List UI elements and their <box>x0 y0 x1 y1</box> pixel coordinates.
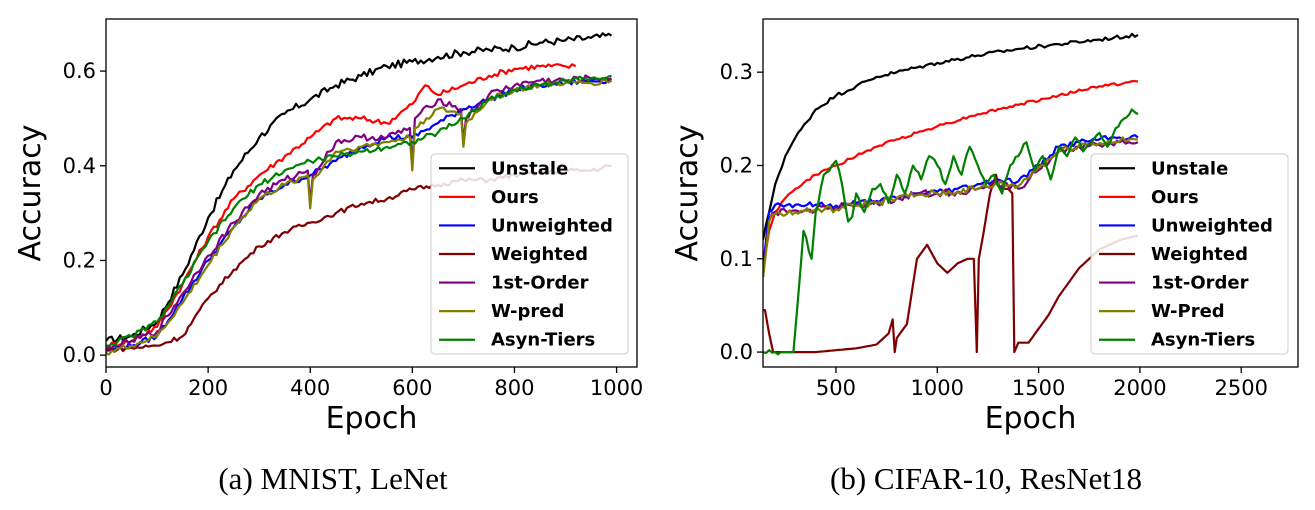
legend-label-ours: Ours <box>1151 187 1199 208</box>
series-line-unstale <box>763 32 1139 241</box>
series-line-weighted <box>763 173 1139 354</box>
series-group <box>763 32 1139 356</box>
plot-frame <box>762 18 1299 368</box>
x-tick-label: 500 <box>816 376 856 400</box>
series-line-w-pred <box>106 78 613 356</box>
y-axis-title: Accuracy <box>13 125 48 262</box>
y-tick-label: 0.4 <box>63 154 96 178</box>
y-tick-label: 0.2 <box>63 248 96 272</box>
caption-cifar10-resnet18: (b) CIFAR-10, ResNet18 <box>830 461 1142 496</box>
series-line-asyn-tiers <box>106 74 612 347</box>
legend-label-asyn-tiers: Asyn-Tiers <box>491 330 595 351</box>
series-line-unstale <box>106 32 613 344</box>
legend-box <box>430 153 629 355</box>
plot-frame <box>105 18 638 368</box>
x-tick-label: 800 <box>494 376 534 400</box>
x-axis-title: Epoch <box>326 401 418 436</box>
x-axis-title: Epoch <box>985 401 1077 436</box>
y-tick-label: 0.1 <box>720 247 753 271</box>
legend-label-weighted: Weighted <box>1151 244 1248 265</box>
x-tick-label: 2500 <box>1215 376 1268 400</box>
y-tick-label: 0.3 <box>720 60 753 84</box>
legend-box <box>1090 153 1289 355</box>
x-tick-label: 1500 <box>1012 376 1065 400</box>
y-tick-label: 0.0 <box>63 343 96 367</box>
x-tick-label: 200 <box>188 376 228 400</box>
legend-label-unstale: Unstale <box>491 158 568 179</box>
panel-mnist-lenet: 0 200 400 600 800 1000 0.0 0.2 0.4 0.6 Epoch Accura… <box>13 18 643 436</box>
legend-label-ours: Ours <box>491 187 539 208</box>
legend: Unstale Ours Unweighted Weighted 1st-Order W-… <box>430 153 629 355</box>
x-tick-label: 2000 <box>1113 376 1166 400</box>
legend-label-w-pred: W-Pred <box>1151 301 1225 322</box>
y-tick-label: 0.2 <box>720 153 753 177</box>
series-line-asyn-tiers <box>763 108 1139 356</box>
x-tick-label: 400 <box>290 376 330 400</box>
caption-mnist-lenet: (a) MNIST, LeNet <box>218 461 448 496</box>
y-tick-label: 0.6 <box>63 59 96 83</box>
legend-label-unweighted: Unweighted <box>491 215 613 236</box>
series-line-w-pred <box>763 136 1138 278</box>
series-group <box>106 32 613 356</box>
y-axis-title: Accuracy <box>670 125 705 262</box>
x-tick-label: 600 <box>392 376 432 400</box>
legend-label-weighted: Weighted <box>491 244 588 265</box>
x-tick-label: 1000 <box>911 376 964 400</box>
legend-label-asyn-tiers: Asyn-Tiers <box>1151 330 1255 351</box>
series-line-1st-order <box>106 74 612 352</box>
series-line-ours <box>763 80 1139 269</box>
legend-label-1st-order: 1st-Order <box>1151 273 1249 294</box>
legend-label-unweighted: Unweighted <box>1151 215 1273 236</box>
x-tick-label: 1000 <box>590 376 643 400</box>
panel-cifar10-resnet18: 500 1000 1500 2000 2500 0.0 0.1 0.2 0.3 Epoch Accu… <box>670 18 1299 436</box>
y-tick-label: 0.0 <box>720 340 753 364</box>
legend: Unstale Ours Unweighted Weighted 1st-Order W-… <box>1090 153 1289 355</box>
legend-label-1st-order: 1st-Order <box>491 273 589 294</box>
legend-label-w-pred: W-pred <box>491 301 564 322</box>
legend-label-unstale: Unstale <box>1151 158 1228 179</box>
x-tick-label: 0 <box>99 376 112 400</box>
